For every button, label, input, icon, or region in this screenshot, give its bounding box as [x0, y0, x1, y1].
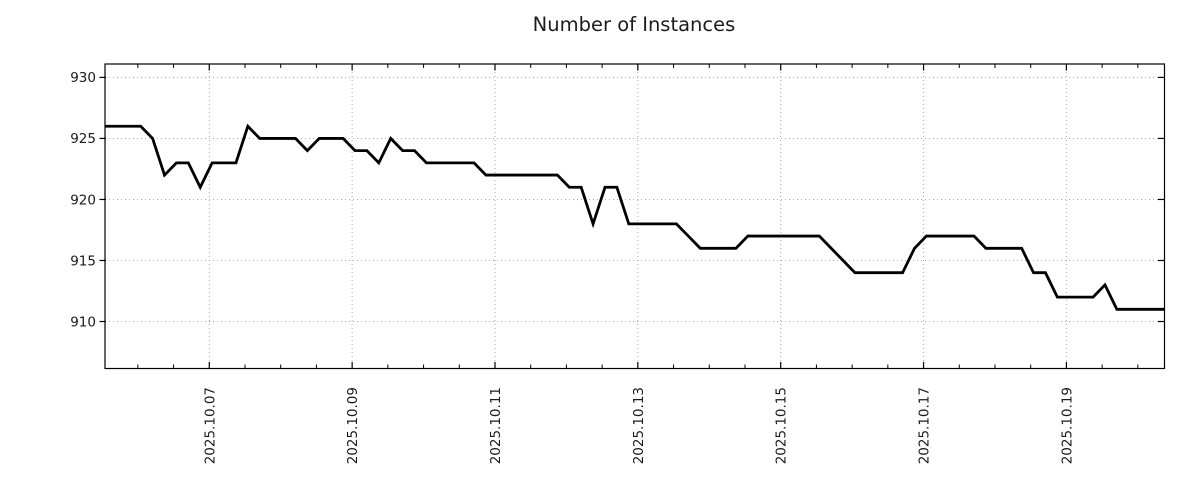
- x-tick-label: 2025.10.13: [631, 387, 647, 464]
- plot-frame: [104, 63, 1166, 370]
- axis-layer: [99, 63, 1166, 370]
- x-tick-label: 2025.10.15: [774, 387, 790, 464]
- y-tick-label: 930: [70, 70, 96, 86]
- x-tick-label: 2025.10.17: [917, 387, 933, 464]
- label-layer: 910 915 920 925 930 2025.10.07 2025.10.09 2025.…: [70, 70, 1075, 464]
- x-tick-label: 2025.10.07: [202, 387, 218, 464]
- x-tick-label: 2025.10.09: [345, 387, 361, 464]
- series-line: [105, 123, 1165, 311]
- chart-title: Number of Instances: [533, 13, 736, 36]
- y-tick-label: 925: [70, 131, 96, 147]
- y-tick-label: 915: [70, 253, 96, 269]
- y-tick-label: 910: [70, 314, 96, 330]
- series-layer: [105, 123, 1165, 311]
- grid-layer: [105, 64, 1165, 369]
- x-tick-label: 2025.10.11: [488, 387, 504, 464]
- y-tick-label: 920: [70, 192, 96, 208]
- x-tick-label: 2025.10.19: [1059, 387, 1075, 464]
